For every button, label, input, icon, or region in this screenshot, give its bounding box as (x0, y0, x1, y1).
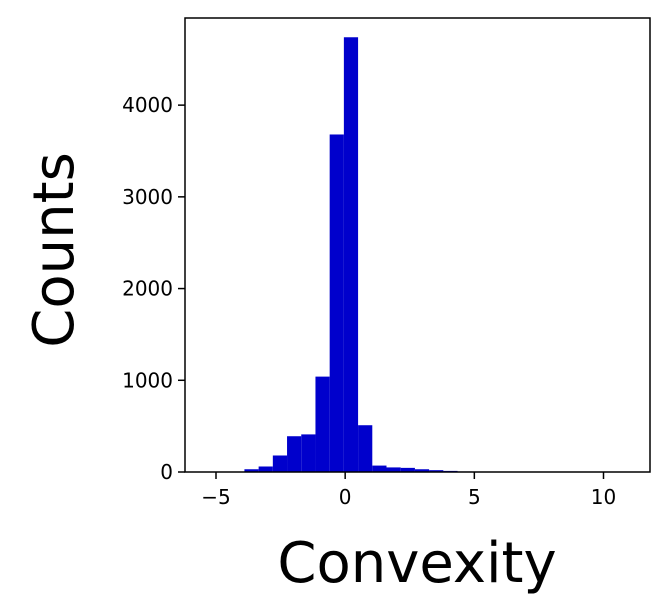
histogram-bar-11 (372, 465, 387, 472)
y-axis: 0 1000 2000 3000 4000 (122, 93, 185, 484)
histogram-bar-10 (358, 425, 373, 472)
y-axis-label: Counts (22, 152, 87, 347)
histogram-bar-4 (272, 455, 288, 472)
histogram-bar-3 (258, 466, 273, 472)
y-tick-label-4: 4000 (122, 93, 173, 117)
y-tick-label-1: 1000 (122, 368, 173, 392)
histogram-bar-6 (301, 434, 316, 472)
histogram-bar-12 (386, 467, 401, 472)
histogram-bar-14 (414, 469, 430, 472)
x-axis-label: Convexity (277, 531, 556, 596)
histogram-bar-2 (244, 469, 259, 472)
histogram-bar-5 (287, 436, 302, 472)
plot-frame (184, 17, 651, 473)
y-tick-label-2: 2000 (122, 277, 173, 301)
histogram-bars (216, 37, 629, 472)
x-tick-label-3: 10 (591, 485, 616, 509)
histogram-bar-9 (343, 37, 359, 472)
x-tick-label-2: 5 (468, 485, 481, 509)
y-tick-label-3: 3000 (122, 185, 173, 209)
x-axis: −5 0 5 10 (201, 472, 616, 509)
y-tick-label-0: 0 (160, 460, 173, 484)
histogram-bar-15 (429, 470, 444, 472)
histogram-bar-13 (400, 467, 415, 472)
histogram-bar-7 (315, 376, 330, 472)
histogram-bar-8 (329, 134, 344, 472)
x-tick-label-1: 0 (339, 485, 352, 509)
x-tick-label-0: −5 (201, 485, 230, 509)
